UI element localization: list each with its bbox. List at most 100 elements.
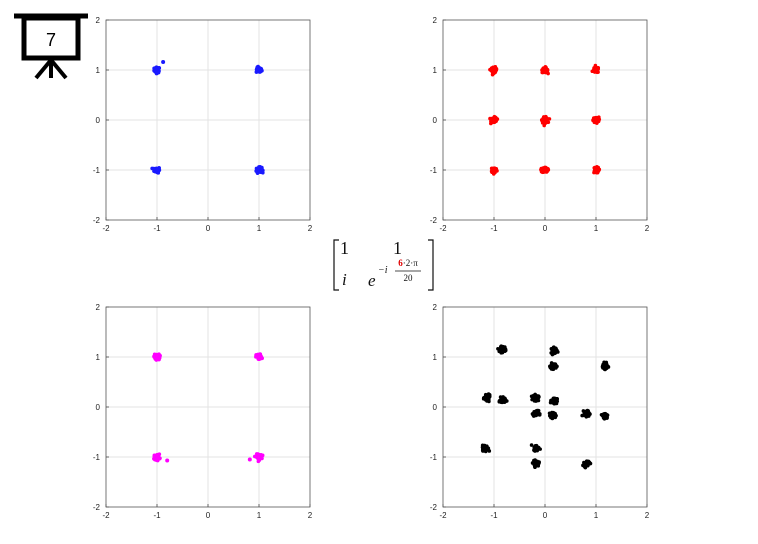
scatter-point bbox=[594, 67, 598, 72]
scatter-point bbox=[601, 363, 606, 368]
scatter-point bbox=[540, 170, 545, 175]
scatter-point bbox=[603, 365, 608, 369]
scatter-point bbox=[156, 67, 161, 72]
scatter-point bbox=[530, 412, 535, 416]
scatter-point bbox=[586, 461, 590, 465]
scatter-point bbox=[482, 443, 487, 448]
scatter-point bbox=[484, 395, 489, 399]
scatter-point bbox=[500, 345, 504, 350]
scatter-point bbox=[596, 168, 601, 173]
scatter-point bbox=[153, 70, 158, 74]
scatter-point bbox=[154, 455, 159, 459]
scatter-point bbox=[254, 169, 258, 173]
scatter-point bbox=[591, 116, 596, 120]
scatter-point bbox=[534, 412, 538, 417]
scatter-point bbox=[582, 413, 587, 417]
scatter-point bbox=[596, 66, 600, 70]
scatter-point bbox=[256, 67, 260, 72]
scatter-point bbox=[554, 399, 558, 403]
scatter-point bbox=[553, 396, 558, 401]
scatter-point bbox=[491, 118, 495, 123]
scatter-point bbox=[554, 347, 558, 351]
scatter-point bbox=[530, 461, 535, 465]
scatter-point bbox=[535, 448, 540, 453]
scatter-point bbox=[549, 347, 554, 351]
scatter-point bbox=[258, 356, 263, 361]
scatter-point bbox=[550, 412, 554, 417]
scatter-point bbox=[493, 166, 498, 171]
scatter-point bbox=[155, 68, 160, 72]
scatter-point bbox=[544, 120, 549, 125]
scatter-point bbox=[491, 65, 496, 70]
scatter-point bbox=[257, 353, 262, 358]
scatter-point bbox=[551, 345, 556, 350]
scatter-point bbox=[554, 399, 559, 403]
scatter-point bbox=[485, 396, 490, 401]
scatter-point bbox=[484, 396, 489, 401]
scatter-point bbox=[605, 415, 609, 419]
scatter-point bbox=[255, 171, 260, 175]
scatter-point bbox=[604, 362, 609, 367]
scatter-point bbox=[542, 68, 546, 73]
scatter-point bbox=[485, 396, 490, 401]
scatter-point bbox=[500, 345, 504, 349]
scatter-point bbox=[601, 364, 606, 368]
scatter-point bbox=[260, 165, 264, 170]
scatter-point bbox=[535, 411, 540, 416]
scatter-point bbox=[541, 70, 545, 75]
scatter-point bbox=[594, 117, 598, 122]
scatter-point bbox=[256, 455, 261, 459]
scatter-point bbox=[544, 67, 549, 71]
numerator-rest: ·2·π bbox=[402, 258, 418, 268]
scatter-point bbox=[258, 166, 262, 171]
scatter-point bbox=[493, 116, 498, 121]
scatter-point bbox=[255, 169, 259, 173]
scatter-point bbox=[154, 67, 158, 71]
x-tick-label: 0 bbox=[206, 224, 211, 233]
scatter-point bbox=[544, 68, 549, 72]
y-tick-label: -2 bbox=[93, 216, 101, 225]
scatter-point bbox=[604, 413, 609, 418]
scatter-point bbox=[581, 463, 585, 468]
scatter-cluster bbox=[581, 459, 593, 470]
scatter-point bbox=[486, 396, 490, 400]
scatter-point bbox=[484, 395, 489, 400]
scatter-point bbox=[483, 398, 488, 402]
scatter-point bbox=[593, 67, 597, 72]
scatter-point bbox=[497, 398, 502, 403]
scatter-point bbox=[259, 66, 263, 71]
scatter-point bbox=[260, 68, 264, 73]
scatter-point bbox=[535, 445, 540, 450]
scatter-point bbox=[254, 67, 259, 72]
scatter-point bbox=[585, 459, 590, 464]
scatter-point bbox=[491, 66, 496, 70]
scatter-point bbox=[534, 446, 539, 451]
scatter-point bbox=[500, 397, 505, 402]
scatter-point bbox=[492, 120, 497, 125]
scatter-point bbox=[154, 166, 159, 171]
scatter-point bbox=[534, 462, 539, 467]
scatter-point bbox=[501, 395, 505, 399]
scatter-point bbox=[257, 356, 262, 360]
scatter-point bbox=[550, 351, 555, 355]
scatter-point bbox=[543, 168, 548, 172]
scatter-point bbox=[533, 410, 538, 415]
scatter-point bbox=[543, 116, 548, 120]
scatter-point bbox=[260, 356, 264, 361]
scatter-point bbox=[258, 454, 263, 459]
scatter-point bbox=[153, 455, 158, 460]
scatter-point bbox=[553, 348, 558, 352]
scatter-point bbox=[544, 69, 549, 73]
scatter-point bbox=[585, 412, 590, 417]
scatter-point bbox=[534, 396, 538, 400]
scatter-point bbox=[486, 395, 491, 400]
scatter-point bbox=[491, 168, 496, 172]
scatter-point bbox=[492, 66, 496, 71]
scatter-point bbox=[592, 68, 597, 73]
y-tick-label: -1 bbox=[93, 166, 101, 175]
scatter-point bbox=[532, 448, 537, 453]
scatter-point bbox=[594, 69, 598, 73]
scatter-point bbox=[491, 66, 495, 71]
scatter-point bbox=[553, 351, 557, 356]
scatter-point bbox=[596, 167, 601, 172]
